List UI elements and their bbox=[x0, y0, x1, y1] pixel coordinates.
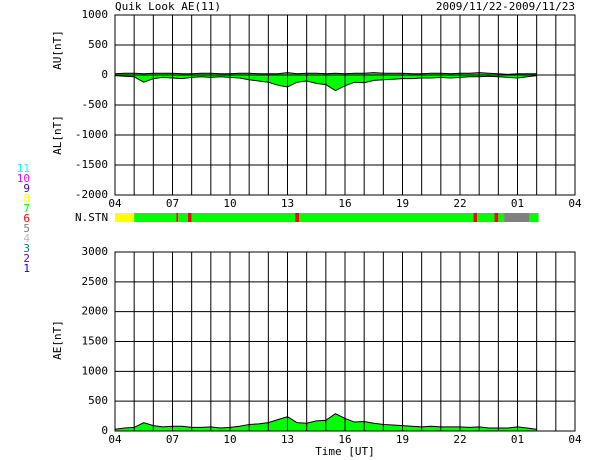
date-range: 2009/11/22-2009/11/23 bbox=[436, 0, 575, 13]
y-tick-label: 500 bbox=[88, 38, 108, 51]
x-tick-label: 01 bbox=[511, 197, 524, 210]
x-tick-label: 16 bbox=[338, 197, 351, 210]
series-line bbox=[114, 413, 537, 430]
station-segment bbox=[191, 213, 296, 222]
y-axis-label: AL[nT] bbox=[51, 115, 64, 155]
x-tick-label: 10 bbox=[223, 197, 236, 210]
y-tick-label: 1500 bbox=[82, 335, 109, 348]
legend-count: 4 bbox=[23, 232, 30, 245]
plot-frame bbox=[114, 251, 576, 432]
legend-count: 6 bbox=[23, 212, 30, 225]
x-tick-label: 10 bbox=[223, 433, 236, 446]
x-tick-label: 19 bbox=[396, 197, 409, 210]
series-line bbox=[114, 72, 537, 75]
y-tick-label: -1000 bbox=[75, 128, 108, 141]
y-tick-label: 1000 bbox=[82, 364, 109, 377]
station-segment bbox=[299, 213, 474, 222]
x-tick-label: 01 bbox=[511, 433, 524, 446]
station-segment bbox=[134, 213, 177, 222]
station-label: N.STN bbox=[75, 211, 108, 224]
y-axis-label: AE[nT] bbox=[51, 320, 64, 360]
station-segment bbox=[187, 213, 192, 222]
y-axis-label: AU[nT] bbox=[51, 30, 64, 70]
legend-count: 5 bbox=[23, 222, 30, 235]
station-segment bbox=[498, 213, 505, 222]
x-tick-label: 04 bbox=[108, 433, 122, 446]
y-tick-label: 2500 bbox=[82, 275, 109, 288]
station-segment bbox=[477, 213, 495, 222]
y-tick-label: -2000 bbox=[75, 188, 108, 201]
legend-count: 10 bbox=[17, 172, 30, 185]
plot-frame bbox=[114, 14, 576, 196]
legend-count: 7 bbox=[23, 202, 30, 215]
station-segment bbox=[115, 213, 135, 222]
station-segment bbox=[504, 213, 529, 222]
y-tick-label: -500 bbox=[82, 98, 109, 111]
station-segment bbox=[473, 213, 478, 222]
x-tick-label: 13 bbox=[281, 433, 294, 446]
station-segment bbox=[529, 213, 539, 222]
x-tick-label: 13 bbox=[281, 197, 294, 210]
x-tick-label: 04 bbox=[568, 197, 582, 210]
chart-title: Quik Look AE(11) bbox=[115, 0, 221, 13]
x-tick-label: 22 bbox=[453, 197, 466, 210]
x-tick-label: 16 bbox=[338, 433, 351, 446]
station-segment bbox=[178, 213, 188, 222]
y-tick-label: 2000 bbox=[82, 305, 109, 318]
legend-count: 1 bbox=[23, 262, 30, 275]
x-tick-label: 19 bbox=[396, 433, 409, 446]
legend-count: 9 bbox=[23, 182, 30, 195]
x-axis-label: Time [UT] bbox=[315, 445, 375, 458]
y-tick-label: 0 bbox=[101, 68, 108, 81]
station-segment bbox=[295, 213, 299, 222]
station-segment bbox=[176, 213, 179, 222]
station-segment bbox=[494, 213, 499, 222]
x-tick-label: 04 bbox=[108, 197, 122, 210]
y-tick-label: 1000 bbox=[82, 8, 109, 21]
y-tick-label: 0 bbox=[101, 424, 108, 437]
x-tick-label: 07 bbox=[166, 197, 179, 210]
x-tick-label: 07 bbox=[166, 433, 179, 446]
y-tick-label: 500 bbox=[88, 394, 108, 407]
y-tick-label: 3000 bbox=[82, 245, 109, 258]
series-line bbox=[114, 75, 537, 92]
y-tick-label: -1500 bbox=[75, 158, 108, 171]
x-tick-label: 04 bbox=[568, 433, 582, 446]
legend-count: 2 bbox=[23, 252, 30, 265]
x-tick-label: 22 bbox=[453, 433, 466, 446]
legend-count: 3 bbox=[23, 242, 30, 255]
legend-count: 8 bbox=[23, 192, 30, 205]
legend-count: 11 bbox=[17, 162, 30, 175]
